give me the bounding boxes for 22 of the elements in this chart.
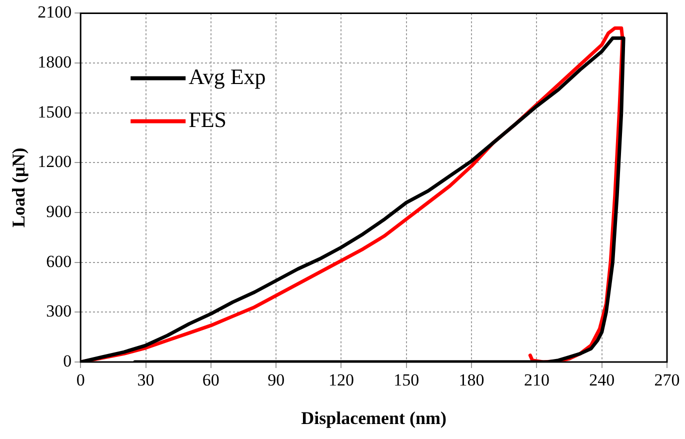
- x-tick-label: 60: [202, 370, 220, 390]
- y-tick-label: 2100: [38, 2, 72, 22]
- x-tick-label: 270: [654, 370, 680, 390]
- y-tick-label: 1500: [38, 102, 72, 122]
- x-tick-label: 240: [589, 370, 615, 390]
- x-axis-title: Displacement (nm): [301, 408, 447, 428]
- y-tick-label: 0: [63, 351, 72, 370]
- y-tick-label: 1800: [38, 52, 72, 72]
- x-tick-label: 0: [76, 370, 85, 390]
- x-tick-label: 30: [137, 370, 154, 390]
- x-tick-label: 210: [524, 370, 550, 390]
- y-tick-label: 900: [46, 202, 72, 221]
- x-tick-label: 90: [268, 370, 285, 390]
- y-axis-title: Load (μN): [8, 148, 28, 228]
- x-tick-label: 150: [394, 370, 420, 390]
- legend-label: Avg Exp: [188, 64, 266, 89]
- y-tick-label: 600: [46, 252, 72, 271]
- y-tick-label: 300: [46, 302, 72, 321]
- x-tick-label: 180: [458, 370, 484, 390]
- y-tick-label: 1200: [38, 152, 72, 172]
- x-tick-label: 120: [328, 370, 354, 390]
- legend-label: FES: [188, 106, 227, 132]
